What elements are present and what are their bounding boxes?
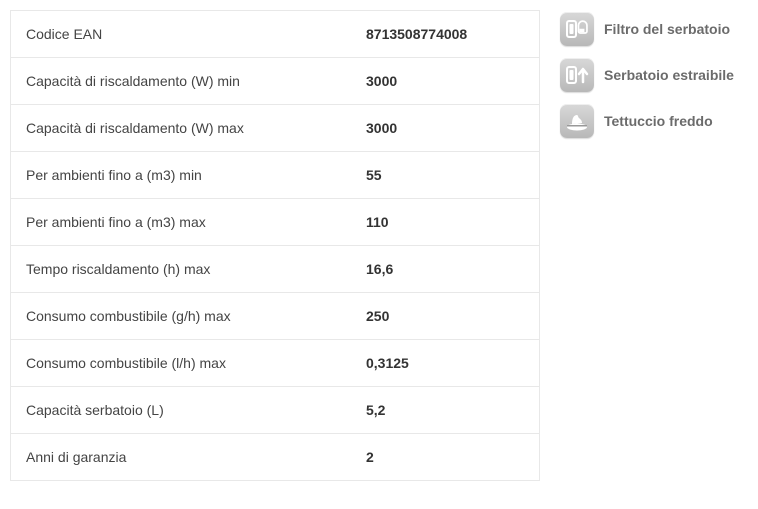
spec-value: 2	[366, 449, 524, 465]
spec-value: 3000	[366, 73, 524, 89]
spec-label: Anni di garanzia	[26, 449, 366, 465]
spec-label: Per ambienti fino a (m3) max	[26, 214, 366, 230]
feature-label: Filtro del serbatoio	[604, 21, 730, 37]
feature-label: Tettuccio freddo	[604, 113, 713, 129]
spec-value: 250	[366, 308, 524, 324]
cold-top-icon	[560, 104, 594, 138]
table-row: Codice EAN 8713508774008	[11, 11, 539, 58]
spec-value: 110	[366, 214, 524, 230]
spec-label: Consumo combustibile (l/h) max	[26, 355, 366, 371]
table-row: Consumo combustibile (l/h) max 0,3125	[11, 340, 539, 387]
feature-label: Serbatoio estraibile	[604, 67, 734, 83]
feature-tank-filter: Filtro del serbatoio	[560, 12, 748, 46]
feature-cold-top: Tettuccio freddo	[560, 104, 748, 138]
spec-value: 0,3125	[366, 355, 524, 371]
spec-label: Consumo combustibile (g/h) max	[26, 308, 366, 324]
spec-value: 16,6	[366, 261, 524, 277]
table-row: Tempo riscaldamento (h) max 16,6	[11, 246, 539, 293]
feature-removable-tank: Serbatoio estraibile	[560, 58, 748, 92]
table-row: Capacità serbatoio (L) 5,2	[11, 387, 539, 434]
spec-label: Per ambienti fino a (m3) min	[26, 167, 366, 183]
spec-label: Codice EAN	[26, 26, 366, 42]
spec-value: 5,2	[366, 402, 524, 418]
table-row: Anni di garanzia 2	[11, 434, 539, 481]
removable-tank-icon	[560, 58, 594, 92]
spec-value: 3000	[366, 120, 524, 136]
spec-value: 8713508774008	[366, 26, 524, 42]
features-list: Filtro del serbatoio Serbatoio estraibil…	[560, 10, 748, 138]
spec-value: 55	[366, 167, 524, 183]
table-row: Capacità di riscaldamento (W) min 3000	[11, 58, 539, 105]
spec-label: Capacità di riscaldamento (W) min	[26, 73, 366, 89]
table-row: Consumo combustibile (g/h) max 250	[11, 293, 539, 340]
table-row: Per ambienti fino a (m3) min 55	[11, 152, 539, 199]
spec-label: Capacità serbatoio (L)	[26, 402, 366, 418]
spec-label: Tempo riscaldamento (h) max	[26, 261, 366, 277]
specs-table: Codice EAN 8713508774008 Capacità di ris…	[10, 10, 540, 481]
table-row: Capacità di riscaldamento (W) max 3000	[11, 105, 539, 152]
spec-label: Capacità di riscaldamento (W) max	[26, 120, 366, 136]
table-row: Per ambienti fino a (m3) max 110	[11, 199, 539, 246]
tank-filter-icon	[560, 12, 594, 46]
page-layout: Codice EAN 8713508774008 Capacità di ris…	[10, 10, 748, 481]
